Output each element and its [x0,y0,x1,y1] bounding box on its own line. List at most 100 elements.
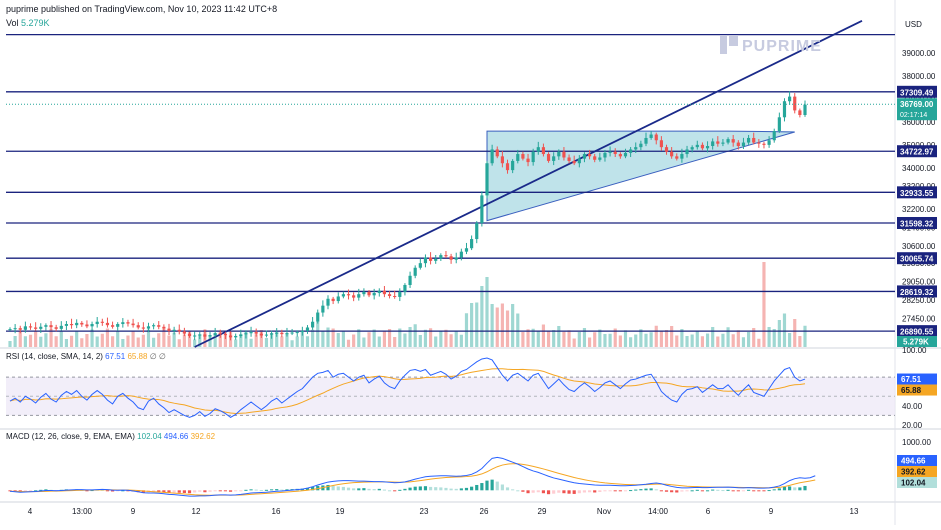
volume-bar [659,331,663,347]
macd-histogram-bar [387,490,392,492]
macd-histogram-bar [700,490,705,492]
macd-histogram-bar [485,480,489,491]
volume-bar [316,322,320,347]
volume-bar [603,334,607,347]
time-tick: 9 [769,507,774,516]
volume-bar [664,330,669,347]
volume-legend: Vol 5.279K [6,18,50,28]
volume-bar [69,335,74,347]
macd-histogram-bar [711,489,715,491]
macd-histogram-bar [782,486,787,491]
candle-body [582,154,587,159]
volume-bar [546,331,551,347]
macd-histogram-bar [403,488,407,491]
volume-bar [372,329,376,347]
candle-body [177,329,181,332]
candle-body [239,334,243,336]
macd-histogram-bar [234,490,238,492]
candle-body [475,222,479,240]
volume-bar [254,334,258,347]
macd-histogram-bar [464,487,469,491]
rsi-tag [897,373,937,385]
candle-body [157,325,161,327]
candle-body [705,146,710,149]
logo-mark-icon [720,36,738,54]
rsi-tick: 40.00 [902,402,923,411]
macd-histogram-bar [34,490,38,492]
volume-bar [511,304,515,347]
candle-body [110,325,115,327]
candle-body [352,295,356,298]
volume-bar [593,332,597,347]
volume-bar [608,333,612,347]
macd-histogram-bar [798,487,802,491]
macd-histogram-bar [39,489,43,491]
macd-histogram-bar [264,489,269,491]
candle-body [521,154,525,159]
volume-bar [136,337,140,347]
macd-histogram-bar [357,488,361,491]
macd-histogram-bar [177,490,181,493]
volume-bar [711,327,715,347]
price-level-tag-text: 34722.97 [900,148,934,157]
volume-bar [305,336,310,347]
volume-bar [290,340,294,347]
price-level-tag [897,285,937,298]
volume-bar [110,336,115,347]
candle-body [59,325,63,329]
candle-body [408,275,412,285]
candle-body [372,293,376,296]
macd-histogram-bar [629,490,633,492]
volume-bar [777,320,781,347]
volume-bar [239,335,243,347]
volume-bar [259,330,263,347]
candle-body [64,324,69,326]
macd-histogram-bar [239,490,243,492]
rsi-legend-label: RSI (14, close, SMA, 14, 2) [6,352,103,361]
volume-bar [793,319,797,347]
candle-body [546,154,551,161]
macd-tag-text: 494.66 [901,457,926,466]
volume-bar [757,338,761,347]
volume-bar [49,328,53,347]
volume-bar [449,334,453,347]
candle-body [536,147,540,152]
candle-body [541,147,546,155]
candle-body [793,96,797,111]
macd-histogram-bar [326,484,330,491]
volume-bar [454,331,458,347]
macd-histogram-bar [593,490,597,493]
candle-body [736,142,740,147]
candle-body [593,156,597,160]
volume-bar [634,334,638,347]
candle-body [721,142,725,144]
macd-histogram-bar [746,489,751,491]
volume-bar [357,329,361,347]
candle-body [218,333,222,335]
candle-body [254,332,258,334]
candle-body [423,257,428,264]
price-tick: 27450.00 [902,314,936,323]
volume-bar [639,329,643,347]
volume-bar [162,329,166,347]
candle-body [511,160,515,171]
candle-body [680,154,684,159]
price-tick: 38000.00 [902,72,936,81]
candle-body [305,327,310,331]
candle-body [577,158,581,164]
macd-histogram-bar [762,490,766,492]
volume-bar [13,336,17,347]
volume-bar [198,334,202,347]
candle-body [80,322,84,325]
macd-histogram-bar [398,489,402,491]
volume-bar [587,337,592,347]
macd-histogram-bar [223,490,228,492]
candle-body [490,149,494,164]
volume-bar [131,331,135,347]
candle-body [285,333,289,335]
volume-bar [275,330,279,347]
candle-body [44,325,48,327]
macd-signal-line [9,463,816,496]
candle-body [34,327,38,329]
volume-bar [726,327,730,347]
